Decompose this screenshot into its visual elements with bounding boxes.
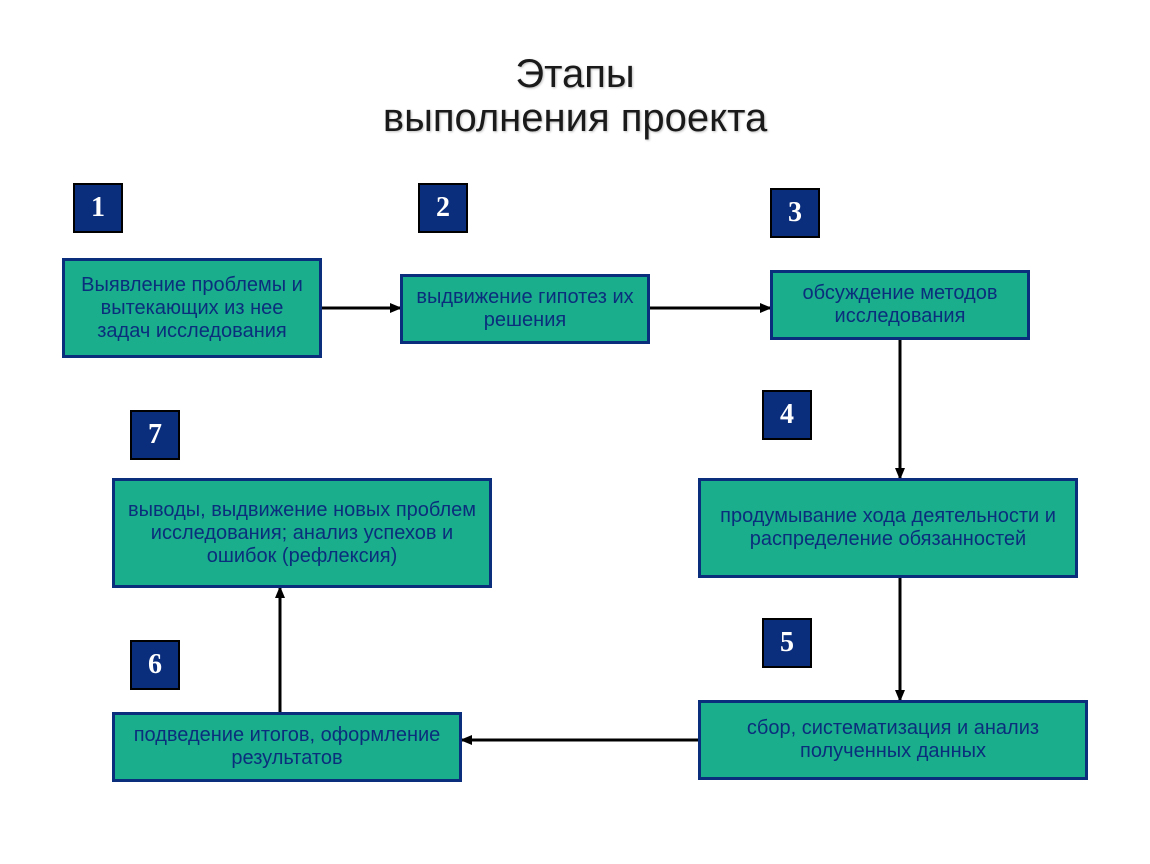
flow-node-n4: продумывание хода деятельности и распред… bbox=[698, 478, 1078, 578]
flow-node-n3: обсуждение методов исследования bbox=[770, 270, 1030, 340]
step-number-3: 3 bbox=[770, 188, 820, 238]
step-number-4: 4 bbox=[762, 390, 812, 440]
title-line-1: Этапы bbox=[0, 52, 1150, 96]
step-number-7: 7 bbox=[130, 410, 180, 460]
diagram-stage: { "title": { "line1": "Этапы", "line2": … bbox=[0, 0, 1150, 864]
step-number-2: 2 bbox=[418, 183, 468, 233]
diagram-title: Этапы выполнения проекта bbox=[0, 52, 1150, 140]
flow-node-n7: выводы, выдвижение новых проблем исследо… bbox=[112, 478, 492, 588]
flow-node-n1: Выявление проблемы и вытекающих из нее з… bbox=[62, 258, 322, 358]
flow-node-n2: выдвижение гипотез их решения bbox=[400, 274, 650, 344]
flow-node-n5: сбор, систематизация и анализ полученных… bbox=[698, 700, 1088, 780]
step-number-6: 6 bbox=[130, 640, 180, 690]
flow-node-n6: подведение итогов, оформление результато… bbox=[112, 712, 462, 782]
title-line-2: выполнения проекта bbox=[0, 96, 1150, 140]
step-number-1: 1 bbox=[73, 183, 123, 233]
step-number-5: 5 bbox=[762, 618, 812, 668]
